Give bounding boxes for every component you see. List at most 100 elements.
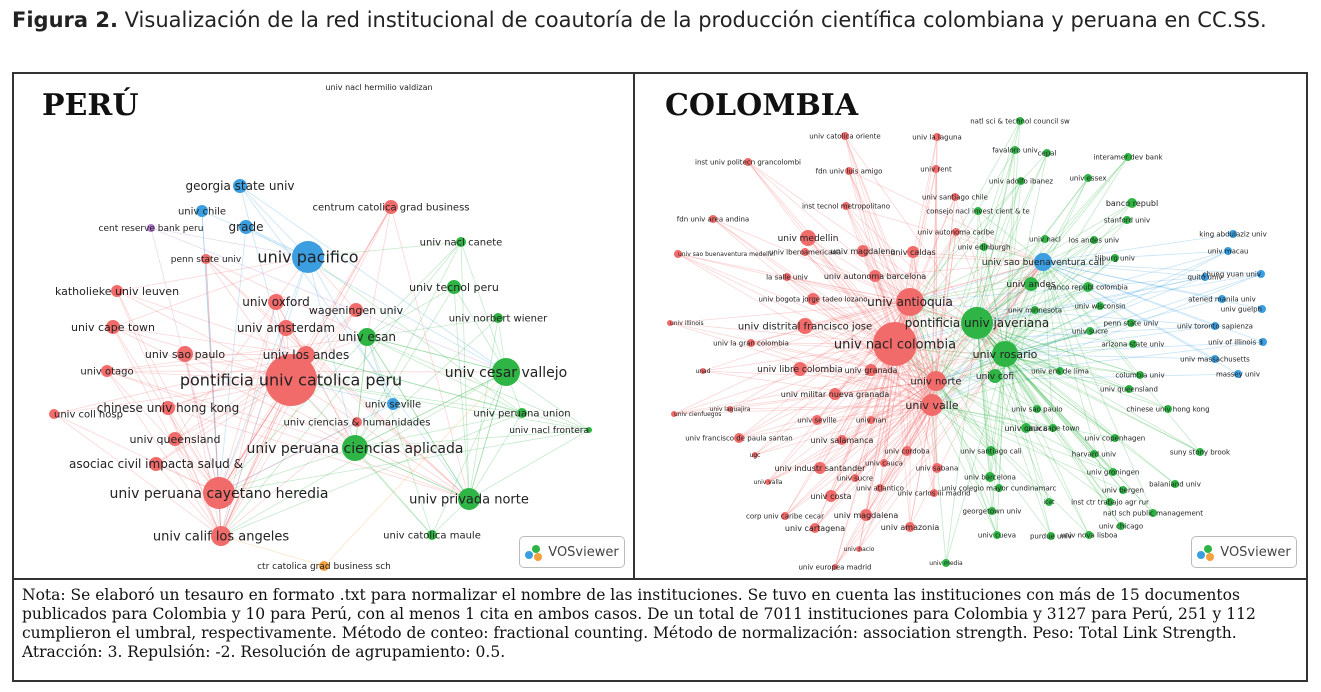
link (844, 135, 978, 324)
link (1042, 156, 1129, 263)
link (935, 380, 1052, 537)
link (669, 322, 896, 345)
link (1042, 250, 1229, 263)
link (106, 370, 292, 381)
institution-node (867, 416, 875, 424)
institution-label: univ magdalena (831, 247, 896, 256)
institution-label: univ cueva (978, 531, 1016, 539)
link (323, 371, 507, 567)
link (834, 343, 896, 568)
institution-node (674, 250, 682, 258)
link (814, 380, 937, 529)
link (931, 404, 1054, 429)
institution-node (800, 230, 816, 246)
institution-node (1171, 480, 1179, 488)
link (976, 219, 1128, 324)
link (218, 421, 358, 494)
institution-label: univ iberoamericana (769, 248, 841, 256)
link (366, 336, 507, 373)
link (460, 241, 470, 500)
institution-label: univ santiago cali (960, 447, 1022, 455)
link (106, 336, 368, 372)
institution-label: univ cofi (976, 372, 1014, 382)
link (106, 370, 470, 500)
institution-node (586, 427, 592, 433)
link (1042, 177, 1089, 263)
link (738, 301, 911, 439)
link (976, 286, 1089, 324)
link (983, 246, 1006, 355)
link (354, 371, 507, 449)
institution-node (812, 415, 822, 425)
institution-node (1234, 370, 1242, 378)
institution-node (807, 293, 819, 305)
link (931, 370, 1061, 406)
institution-label: univ cienfuegos (674, 411, 721, 418)
institution-node (1085, 531, 1093, 539)
link (854, 404, 933, 479)
institution-node (1106, 498, 1114, 506)
institution-node (865, 364, 877, 376)
institution-label: univ catolica oriente (809, 132, 881, 140)
link (307, 256, 523, 414)
link (854, 380, 937, 479)
link (468, 412, 523, 500)
vosviewer-label: VOSviewer (1220, 544, 1291, 560)
institution-node (111, 285, 123, 297)
link (874, 261, 1044, 277)
link (1004, 353, 1095, 455)
institution-label: univ oxford (242, 295, 309, 309)
institution-label: quito univ (1187, 273, 1222, 281)
institution-label: stanford univ (1104, 216, 1150, 224)
institution-label: univ essex (1069, 174, 1106, 182)
institution-label: cent reserve bank peru (99, 224, 204, 234)
institution-node (1117, 522, 1125, 530)
link (976, 305, 1101, 324)
link (366, 336, 394, 405)
link (290, 379, 523, 414)
link (702, 370, 933, 406)
link (976, 120, 1021, 324)
link (285, 327, 470, 500)
link (931, 404, 1114, 473)
institution-label: univ macau (1208, 247, 1249, 255)
link (738, 380, 937, 439)
link (894, 343, 935, 494)
institution-label: univ queensland (1100, 385, 1158, 393)
institution-label: univ calif los angeles (153, 530, 289, 545)
institution-node (106, 320, 120, 334)
institution-label: univ los andes (263, 348, 349, 362)
link (834, 393, 933, 406)
institution-label: univ la gran colombia (713, 339, 789, 347)
link (1004, 298, 1223, 355)
link (991, 353, 1006, 512)
link (354, 317, 499, 449)
link (767, 261, 1044, 483)
link (1042, 261, 1263, 310)
link (909, 283, 1032, 303)
institution-label: univ cesar vallejo (445, 365, 567, 381)
link (290, 379, 590, 431)
link (677, 253, 978, 324)
institution-label: univ granada (845, 366, 898, 375)
institution-node (1164, 405, 1172, 413)
link (807, 237, 933, 406)
link (729, 301, 911, 410)
link (1004, 353, 1154, 514)
institution-label: corp univ caribe cecar (746, 512, 824, 520)
link (870, 369, 933, 406)
peru-network-panel: univ nacl hermilio valdizan georgia state… (14, 74, 635, 578)
link (807, 237, 911, 303)
link (220, 379, 292, 537)
institution-label: univ costa (810, 492, 851, 501)
link (870, 261, 1044, 421)
institution-label: inst tecnol metropolitano (802, 202, 890, 210)
link (807, 237, 937, 382)
link (468, 371, 507, 500)
link (841, 404, 933, 441)
link (155, 379, 292, 465)
link (750, 301, 911, 344)
institution-node (825, 490, 837, 502)
institution-label: chinese univ hong kong (1126, 405, 1209, 413)
institution-node (1127, 198, 1137, 208)
